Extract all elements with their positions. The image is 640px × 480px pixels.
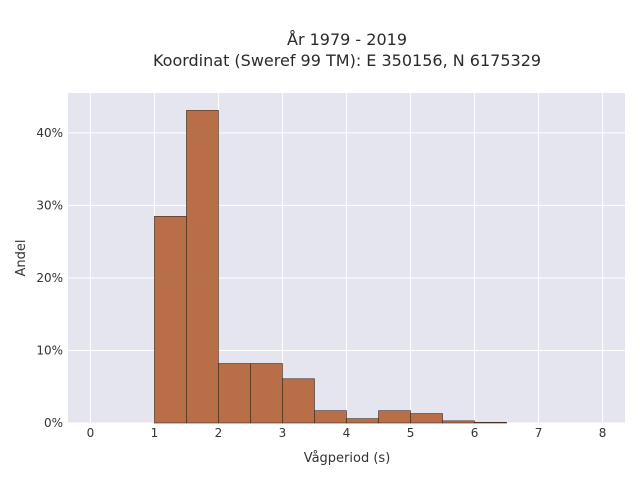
histogram-bar (154, 215, 187, 424)
histogram-bar (186, 110, 219, 424)
chart-title-line1: År 1979 - 2019 (287, 30, 407, 49)
y-tick-label: 20% (36, 271, 63, 285)
histogram-bar (282, 378, 315, 424)
x-tick-label: 2 (215, 426, 223, 440)
y-tick-label: 40% (36, 126, 63, 140)
histogram-bar (442, 420, 475, 424)
x-tick-label: 4 (343, 426, 351, 440)
bars (154, 110, 507, 424)
histogram-bar (218, 363, 251, 424)
x-tick-label: 0 (87, 426, 95, 440)
x-tick-label: 1 (151, 426, 159, 440)
x-tick-label: 8 (599, 426, 607, 440)
x-tick-label: 7 (535, 426, 543, 440)
histogram-bar (250, 363, 283, 424)
x-tick-label: 3 (279, 426, 287, 440)
x-axis-ticks: 0 1 2 3 4 5 6 7 8 (87, 426, 607, 440)
x-tick-label: 5 (407, 426, 415, 440)
histogram-bar (474, 421, 507, 424)
y-tick-label: 30% (36, 198, 63, 212)
chart-title-line2: Koordinat (Sweref 99 TM): E 350156, N 61… (153, 51, 541, 70)
histogram-bar (314, 410, 347, 424)
x-axis-label: Vågperiod (s) (304, 451, 391, 466)
x-tick-label: 6 (471, 426, 479, 440)
y-tick-label: 0% (44, 416, 63, 430)
y-axis-ticks: 0% 10% 20% 30% 40% (36, 126, 63, 430)
y-tick-label: 10% (36, 343, 63, 357)
y-axis-label: Andel (14, 240, 29, 277)
histogram-bar (346, 418, 379, 424)
histogram-bar (410, 413, 443, 424)
histogram-bar (378, 410, 411, 424)
